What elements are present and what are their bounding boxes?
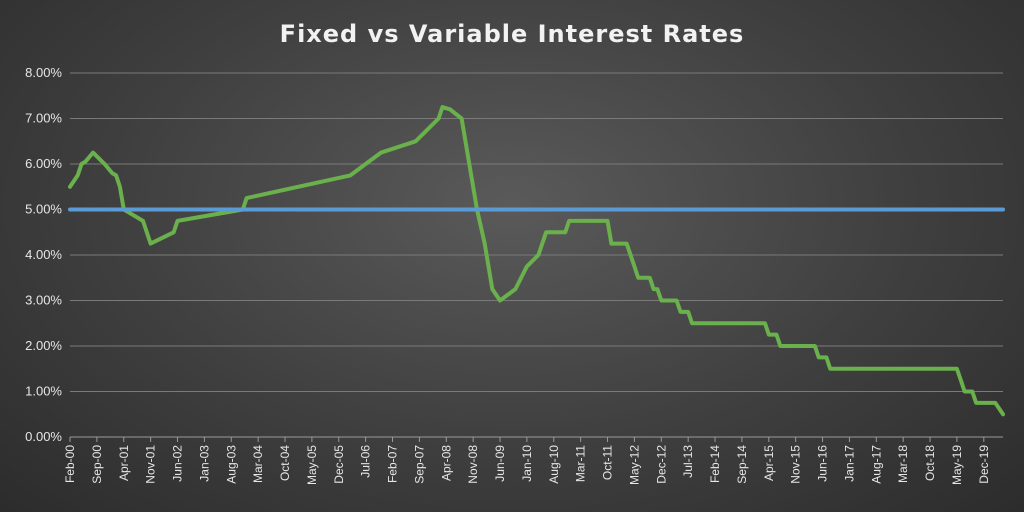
chart-title: Fixed vs Variable Interest Rates xyxy=(280,20,745,48)
x-tick-label: Dec-19 xyxy=(977,445,991,484)
x-tick-label: Mar-11 xyxy=(574,445,588,482)
x-tick-label: Jul-13 xyxy=(681,445,695,478)
y-tick-label: 1.00% xyxy=(25,384,62,399)
x-tick-label: Jan-17 xyxy=(842,445,856,482)
x-tick-label: Nov-15 xyxy=(789,445,803,484)
x-tick-label: Oct-04 xyxy=(278,445,292,481)
x-tick-label: Aug-17 xyxy=(869,445,883,484)
x-tick-label: Feb-07 xyxy=(386,445,400,483)
x-tick-label: Mar-04 xyxy=(251,445,265,483)
y-tick-label: 5.00% xyxy=(25,202,62,217)
x-tick-label: May-19 xyxy=(950,445,964,485)
x-tick-label: Mar-18 xyxy=(896,445,910,483)
x-tick-label: Oct-18 xyxy=(923,445,937,481)
variable-rate-line xyxy=(68,105,1005,417)
x-tick-label: Jan-03 xyxy=(197,445,211,482)
y-tick-label: 2.00% xyxy=(25,338,62,353)
x-tick-label: Jul-06 xyxy=(359,445,373,478)
x-tick-label: Aug-03 xyxy=(224,445,238,484)
x-axis: Feb-00 Sep-00 Apr-01 Nov-01 Jun-02 Jan-03 Aug-… xyxy=(63,437,991,485)
y-tick-label: 0.00% xyxy=(25,429,62,444)
x-tick-label: Sep-00 xyxy=(90,445,104,484)
x-tick-label: May-12 xyxy=(627,445,641,485)
x-tick-label: Dec-05 xyxy=(332,445,346,484)
x-tick-label: Sep-07 xyxy=(412,445,426,484)
x-tick-label: Nov-08 xyxy=(466,445,480,484)
y-axis-ticks: 0.00% 1.00% 2.00% 3.00% 4.00% 5.00% 6.00% 7.00%… xyxy=(25,65,62,444)
x-tick-label: Apr-15 xyxy=(762,445,776,481)
x-tick-label: Jan-10 xyxy=(520,445,534,482)
y-tick-label: 8.00% xyxy=(25,65,62,80)
x-tick-label: Apr-01 xyxy=(117,445,131,481)
x-tick-label: May-05 xyxy=(305,445,319,485)
y-tick-label: 6.00% xyxy=(25,156,62,171)
x-tick-label: Jun-16 xyxy=(816,445,830,482)
x-tick-label: Feb-00 xyxy=(63,445,77,483)
x-tick-label: Dec-12 xyxy=(654,445,668,484)
x-tick-label: Nov-01 xyxy=(144,445,158,484)
y-tick-label: 3.00% xyxy=(25,293,62,308)
x-tick-label: Feb-14 xyxy=(708,445,722,483)
series-lines xyxy=(68,105,1005,417)
x-tick-label: Aug-10 xyxy=(547,445,561,484)
x-tick-label: Jun-02 xyxy=(171,445,185,482)
x-tick-label: Jun-09 xyxy=(493,445,507,482)
y-tick-label: 7.00% xyxy=(25,111,62,126)
x-tick-label: Apr-08 xyxy=(439,445,453,481)
x-tick-label: Sep-14 xyxy=(735,445,749,484)
y-tick-label: 4.00% xyxy=(25,247,62,262)
x-tick-label: Oct-11 xyxy=(601,445,615,480)
